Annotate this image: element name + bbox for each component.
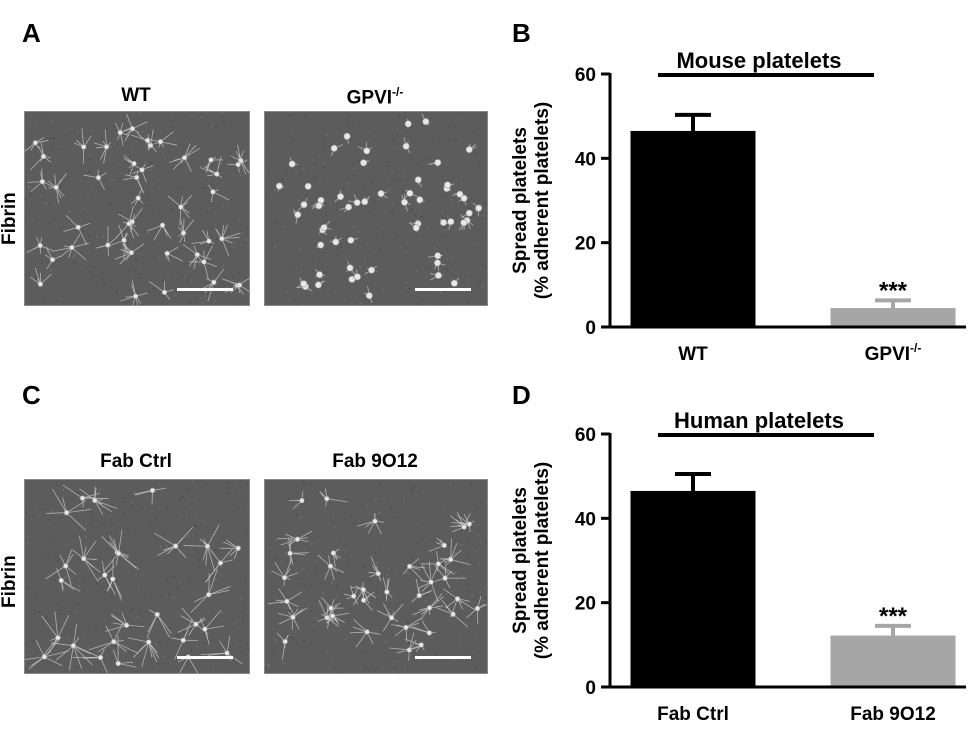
- condition-label-fab-ctrl: Fab Ctrl: [100, 451, 172, 472]
- micrograph-fab-ctrl: [24, 479, 250, 674]
- micrograph-fab-9o12: [264, 479, 488, 674]
- micrograph-gpvi-image: [265, 112, 487, 305]
- bar-0: [630, 490, 756, 687]
- micrograph-fab-ctrl-image: [25, 480, 249, 673]
- condition-label-fab-9o12: Fab 9O12: [332, 451, 418, 472]
- panel-letter-a: A: [22, 18, 41, 48]
- row-label-fibrin-c: Fibrin: [0, 555, 20, 608]
- bar-1: [830, 308, 956, 327]
- y-tick-label-0: 0: [585, 318, 596, 339]
- y-tick-label-20: 20: [575, 234, 596, 255]
- y-tick-label-40: 40: [575, 149, 596, 170]
- micrograph-wt-image: [25, 112, 249, 305]
- chart-title: Mouse platelets: [676, 48, 841, 73]
- micrograph-gpvi: [264, 111, 488, 306]
- condition-label-wt: WT: [121, 85, 151, 106]
- condition-label-gpvi-sup: -/-: [392, 85, 404, 99]
- panel-letter-c: C: [22, 380, 41, 410]
- y-axis-label: Spread platelets(% adherent platelets): [510, 102, 553, 299]
- bar-0: [630, 130, 756, 327]
- x-tick-label-0: WT: [678, 344, 708, 365]
- bar-1: [830, 635, 956, 687]
- y-axis-label: Spread platelets(% adherent platelets): [510, 462, 553, 659]
- x-tick-label-0: Fab Ctrl: [657, 704, 729, 725]
- panel-letter-d: D: [512, 380, 531, 410]
- y-tick-label-20: 20: [575, 594, 596, 615]
- significance-label-1: ***: [879, 277, 908, 304]
- y-tick-label-60: 60: [575, 425, 596, 446]
- y-tick-label-60: 60: [575, 65, 596, 86]
- micrograph-fab-9o12-image: [265, 480, 487, 673]
- x-tick-label-1: GPVI-/-: [865, 341, 922, 365]
- y-tick-label-0: 0: [585, 678, 596, 699]
- row-label-fibrin-a: Fibrin: [0, 192, 20, 245]
- condition-label-gpvi: GPVI-/-: [264, 86, 486, 107]
- micrograph-wt: [24, 111, 250, 306]
- bar-chart-mouse: Mouse platelets Spread platelets(% adhere…: [510, 48, 966, 365]
- x-tick-label-1: Fab 9O12: [850, 704, 936, 725]
- panel-letter-b: B: [512, 18, 531, 48]
- significance-label-1: ***: [879, 603, 908, 630]
- y-tick-label-40: 40: [575, 509, 596, 530]
- condition-label-gpvi-text: GPVI: [346, 87, 393, 109]
- chart-title: Human platelets: [674, 408, 844, 433]
- bar-chart-human: Human platelets Spread platelets(% adhere…: [510, 408, 966, 725]
